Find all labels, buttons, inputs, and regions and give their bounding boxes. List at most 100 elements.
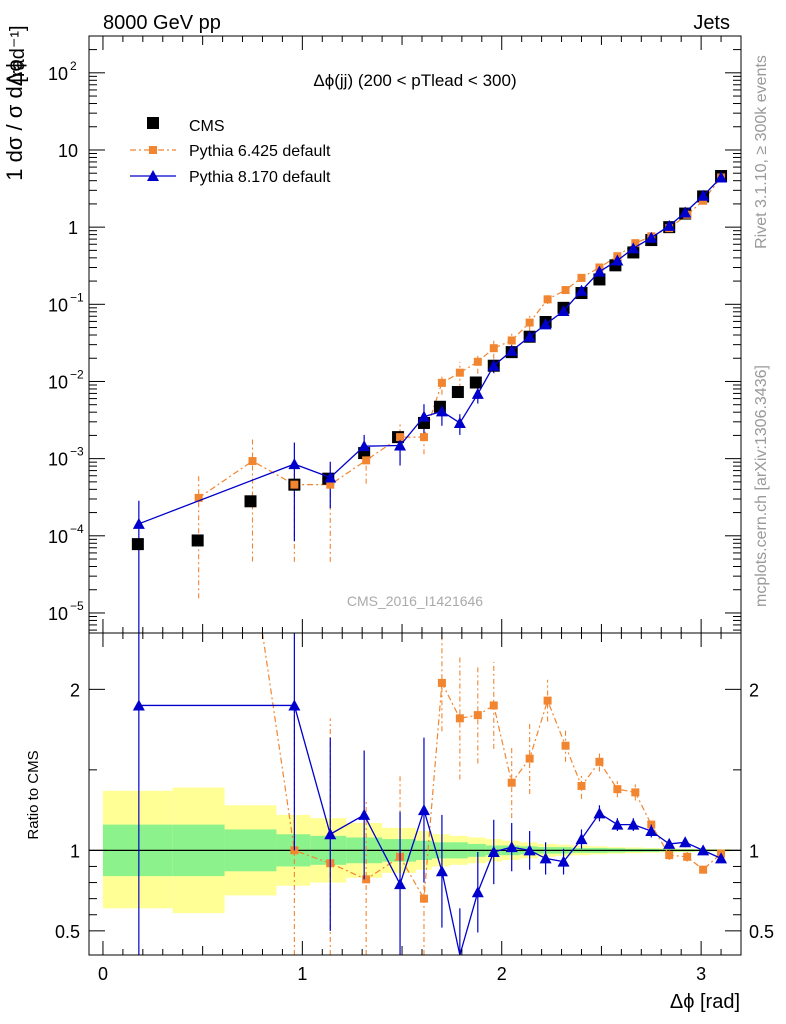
pythia8-point: [523, 330, 536, 342]
pythia8-point: [505, 344, 518, 356]
pythia6-point: [419, 433, 428, 442]
pythia6-point: [489, 344, 498, 353]
pythia8-ratio-point: [663, 837, 676, 849]
legend-cms-marker: [147, 117, 159, 129]
pythia8-ratio-point: [593, 807, 606, 819]
pythia8-point: [471, 387, 484, 399]
y-label-formula: 1 dσ / σ dΔϕ: [2, 59, 27, 180]
cms-point: [469, 376, 482, 389]
plot-title: Δϕ(jj) (200 < pTlead < 300): [313, 71, 516, 90]
pythia6-point: [437, 378, 446, 387]
pythia6-point: [561, 286, 570, 295]
pythia6-point: [507, 336, 516, 345]
pythia6-ratio-point: [613, 785, 622, 794]
y-tick-exponent: −1: [70, 290, 84, 304]
pythia6-point: [577, 273, 586, 282]
ratio-y-tick-label: 1: [70, 841, 80, 861]
pythia6-ratio-point: [683, 852, 692, 861]
x-tick-label: 3: [696, 964, 706, 984]
pythia6-point: [248, 457, 257, 466]
pythia6-point: [473, 357, 482, 366]
x-tick-label: 0: [98, 964, 108, 984]
watermark: CMS_2016_I1421646: [347, 593, 483, 609]
pythia8-ratio-point: [539, 852, 552, 864]
ratio-y-label: Ratio to CMS: [25, 750, 42, 839]
pythia6-ratio-point: [419, 894, 428, 903]
pythia6-ratio-point: [543, 696, 552, 705]
pythia6-ratio-point: [489, 701, 498, 710]
pythia8-ratio-point: [645, 825, 658, 837]
pythia8-line: [138, 177, 722, 525]
pythia8-point: [645, 231, 658, 243]
legend: CMS Pythia 6.425 default Pythia 8.170 de…: [130, 117, 331, 186]
y-tick-exponent: −5: [70, 599, 84, 613]
pythia6-point: [631, 239, 640, 248]
y-tick-exponent: 2: [70, 59, 77, 73]
y-tick-exponent: −3: [70, 445, 84, 459]
y-tick-exponent: −4: [70, 522, 84, 536]
x-tick-label: 2: [497, 964, 507, 984]
pythia8-ratio-point: [627, 818, 640, 830]
ratio-y-tick-label-right: 0.5: [749, 922, 774, 942]
pythia8-ratio-point: [575, 833, 588, 845]
pythia8-ratio-point: [523, 844, 536, 856]
pythia8-point: [453, 416, 466, 428]
pythia6-point: [362, 456, 371, 465]
main-y-axis-label: 1 dσ / σ dΔϕ [rad⁻¹]: [2, 25, 29, 180]
x-axis-label: Δϕ [rad]: [670, 991, 740, 1013]
pythia8-ratio-point: [358, 808, 371, 820]
pythia8-ratio-point: [471, 886, 484, 898]
y-label-unit: [rad⁻¹]: [7, 25, 29, 82]
ratio-y-tick-label-right: 1: [749, 841, 759, 861]
pythia8-point: [132, 517, 145, 529]
pythia8-ratio-point: [697, 844, 710, 856]
pythia8-ratio-point: [715, 852, 728, 864]
header-right: Jets: [693, 12, 730, 34]
pythia8-point: [611, 254, 624, 266]
ratio-y-tick-label-right: 2: [749, 680, 759, 700]
pythia8-point: [435, 405, 448, 417]
cms-point: [244, 495, 257, 508]
pythia6-point: [525, 318, 534, 327]
header-left: 8000 GeV pp: [103, 12, 221, 34]
pythia6-ratio-point: [455, 714, 464, 723]
pythia6-point: [290, 480, 299, 489]
y-tick-label: 1: [68, 218, 78, 238]
pythia8-point: [394, 439, 407, 451]
legend-pythia8-marker: [147, 170, 159, 181]
pythia6-point: [455, 368, 464, 377]
pythia8-ratio-point: [557, 855, 570, 867]
pythia8-ratio-point: [679, 836, 692, 848]
pythia8-point: [417, 410, 430, 422]
pythia8-point: [715, 171, 728, 183]
pythia8-ratio-point: [324, 828, 337, 840]
pythia6-ratio-point: [699, 865, 708, 874]
pythia8-ratio-point: [394, 878, 407, 890]
pythia8-point: [358, 440, 371, 452]
cms-point: [131, 538, 144, 551]
pythia8-ratio-point: [417, 804, 430, 816]
pythia8-ratio-point: [288, 699, 301, 711]
pythia8-ratio-point: [505, 841, 518, 853]
pythia6-ratio-point: [577, 781, 586, 790]
ratio-y-tick-label: 2: [70, 680, 80, 700]
pythia6-ratio-point: [561, 741, 570, 750]
y-tick-label: 10: [48, 64, 68, 84]
ratio-y-tick-label: 0.5: [55, 922, 80, 942]
ratio-plot-frame: [88, 632, 742, 956]
y-tick-label: 10: [48, 450, 68, 470]
pythia6-point: [326, 480, 335, 489]
pythia6-ratio-point: [507, 778, 516, 787]
pythia8-point: [627, 242, 640, 254]
y-tick-label: 10: [48, 604, 68, 624]
cms-point: [451, 386, 464, 399]
cms-point: [191, 534, 204, 547]
pythia6-ratio-point: [473, 711, 482, 720]
pythia8-ratio-point: [132, 699, 145, 711]
pythia8-ratio-point: [487, 845, 500, 857]
ratio-plot: 0.5 0.5 1 1 2 2 0 1 2 3 Ratio to CMS Δϕ [rad]: [25, 632, 774, 1013]
y-tick-exponent: −2: [70, 367, 84, 381]
legend-pythia6-marker: [149, 146, 157, 154]
pythia8-point: [539, 318, 552, 330]
